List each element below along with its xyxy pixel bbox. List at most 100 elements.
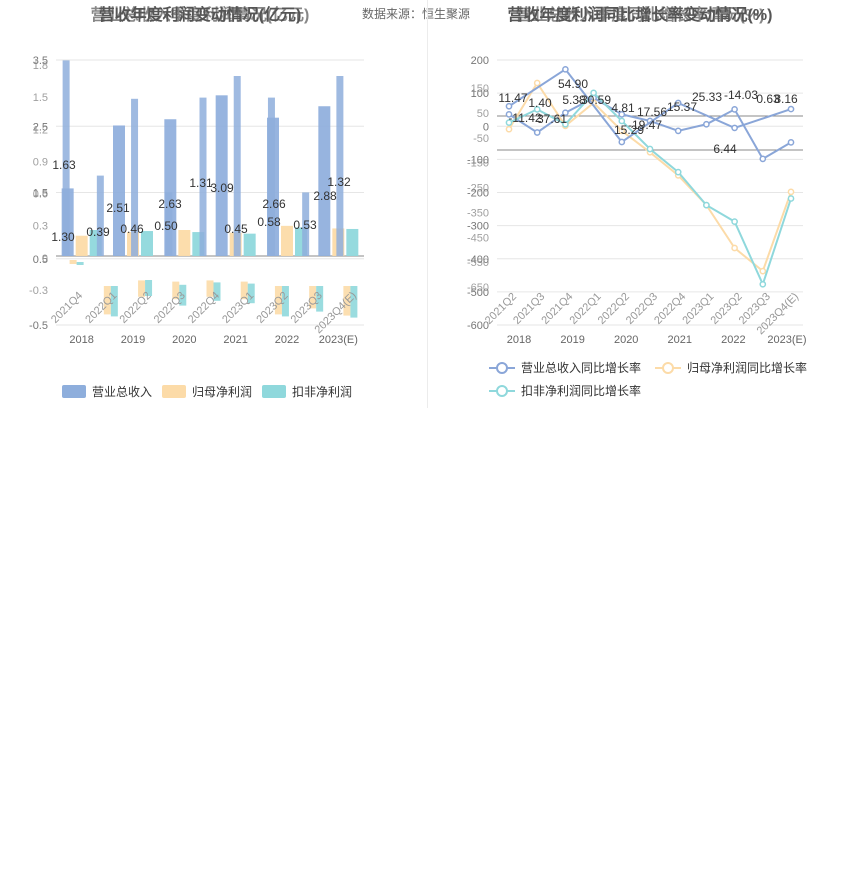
line-data-label: 15.29 bbox=[614, 123, 644, 137]
y-tick-label: 0.3 bbox=[33, 221, 48, 233]
x-tick-label-year: 2021 bbox=[223, 334, 247, 346]
data-source: 数据来源：恒生聚源 bbox=[362, 6, 470, 21]
y-tick-label: 100 bbox=[471, 88, 489, 100]
revenue-yoy-annual-line bbox=[508, 67, 792, 144]
y-tick-label: -0.3 bbox=[29, 285, 48, 297]
bar-revenue-annual bbox=[113, 125, 125, 256]
bar-data-label: 1.31 bbox=[189, 176, 213, 190]
legend-marker bbox=[496, 362, 508, 374]
y-tick-label: -300 bbox=[467, 221, 489, 233]
x-tick-label-year: 2022 bbox=[721, 334, 745, 346]
bar-revenue-quarterly bbox=[96, 175, 104, 256]
legend-swatch bbox=[162, 385, 186, 398]
bar-net-profit-quarterly bbox=[172, 281, 180, 300]
x-tick-label-year: 2020 bbox=[172, 334, 196, 346]
x-tick-label-quarter: 2021Q4 bbox=[49, 290, 85, 326]
bar-data-label: 2.63 bbox=[158, 197, 182, 211]
line-data-label: 37.61 bbox=[537, 112, 567, 126]
x-tick-label-quarter: 2022Q2 bbox=[118, 290, 154, 326]
line-data-label: -30.59 bbox=[577, 93, 611, 107]
bar-deducted-profit-quarterly bbox=[145, 280, 153, 296]
y-tick-label: -50 bbox=[473, 133, 489, 145]
bar-deducted-profit-quarterly bbox=[281, 286, 289, 317]
legend-label: 扣非净利润同比增长率 bbox=[521, 383, 641, 398]
bar-chart: 3.5 2.5 1.5 0.5 -0.5 1.8 1.5 1.2 0.9 0.6 0.3 0 -0.3 1… bbox=[29, 55, 364, 399]
x-tick-label-year: 2018 bbox=[69, 334, 93, 346]
deducted-profit-yoy-quarterly-point bbox=[533, 106, 541, 113]
y-tick-label: 0 bbox=[42, 253, 48, 265]
x-tick-label-quarter: 2022Q3 bbox=[152, 290, 188, 326]
net-profit-yoy-quarterly-point bbox=[533, 79, 541, 87]
legend-label: 归母净利润 bbox=[192, 385, 252, 399]
bar-data-label: 2.66 bbox=[262, 197, 286, 211]
legend-marker bbox=[662, 362, 674, 374]
x-tick-label-year: 2018 bbox=[507, 334, 531, 346]
revenue-yoy-annual-point bbox=[618, 138, 626, 146]
y-tick-label: 1.2 bbox=[33, 124, 48, 136]
legend-swatch bbox=[262, 385, 286, 398]
y-tick-label: 150 bbox=[471, 83, 489, 95]
line-data-label: 4.81 bbox=[611, 101, 635, 115]
bar-net-profit-quarterly bbox=[138, 280, 146, 297]
bar-net-profit-annual bbox=[75, 235, 88, 256]
y-tick-label: 50 bbox=[477, 108, 489, 120]
line-data-label: 1.40 bbox=[528, 96, 552, 110]
y-tick-label: 1.8 bbox=[33, 60, 48, 72]
x-tick-label-year: 2022 bbox=[275, 334, 299, 346]
bar-data-label: 0.50 bbox=[154, 219, 178, 233]
x-tick-label-year: 2020 bbox=[614, 334, 638, 346]
bar-net-profit-quarterly bbox=[103, 286, 111, 315]
x-tick-label-year: 2023(E) bbox=[767, 334, 806, 346]
left-chart-title-b: 营业总收入季度利润情况(亿元) bbox=[91, 5, 310, 24]
bar-revenue-quarterly bbox=[302, 192, 310, 256]
deducted-profit-yoy-quarterly-point bbox=[674, 168, 682, 176]
bar-revenue-annual bbox=[318, 106, 331, 257]
y-tick-label: -250 bbox=[467, 183, 489, 195]
bar-data-label: 0.45 bbox=[224, 222, 248, 236]
bar-data-label: 1.32 bbox=[327, 175, 351, 189]
net-profit-yoy-quarterly-point bbox=[618, 127, 626, 135]
y-tick-label: 0.5 bbox=[33, 254, 48, 266]
y-tick-label: 0 bbox=[483, 121, 489, 133]
x-tick-label-quarter: 2022Q4 bbox=[186, 290, 222, 326]
bar-net-profit-quarterly bbox=[240, 281, 248, 300]
bar-data-label: 1.30 bbox=[51, 230, 75, 244]
y-tick-label: 3.5 bbox=[33, 55, 48, 67]
line-chart: 200 100 0 -100 -200 -300 -400 -500 -600 150 50 -50 -… bbox=[467, 55, 807, 398]
y-tick-label: 200 bbox=[471, 55, 489, 67]
y-tick-label: -100 bbox=[467, 154, 489, 166]
line-data-label: -14.03 bbox=[724, 88, 758, 102]
legend-swatch bbox=[62, 385, 86, 398]
line-data-label: 17.56 bbox=[637, 105, 667, 119]
revenue-yoy-annual-point bbox=[787, 105, 795, 113]
x-tick-label-year: 2021 bbox=[668, 334, 692, 346]
line-data-label: 15.37 bbox=[667, 100, 697, 114]
bar-net-profit-quarterly bbox=[206, 280, 214, 297]
bar-net-profit-quarterly bbox=[274, 286, 282, 315]
deducted-profit-yoy-quarterly-point bbox=[731, 218, 738, 225]
deducted-profit-yoy-quarterly-point bbox=[505, 119, 513, 126]
right-chart-title-a: 营收年度利润同比增长率变动情况(%) bbox=[508, 5, 773, 24]
revenue-yoy-quarterly-point bbox=[505, 111, 513, 118]
bar-data-label: 0.58 bbox=[257, 215, 281, 229]
deducted-profit-yoy-quarterly-point bbox=[787, 195, 795, 202]
revenue-yoy-quarterly-point bbox=[533, 129, 541, 136]
y-tick-label: 1.5 bbox=[33, 92, 48, 104]
bar-data-label: 2.51 bbox=[106, 201, 130, 215]
y-tick-label: -550 bbox=[467, 257, 489, 269]
deducted-profit-yoy-quarterly-point bbox=[590, 89, 597, 97]
net-profit-yoy-quarterly-point bbox=[759, 267, 767, 275]
line-data-label: 6.44 bbox=[713, 142, 737, 156]
line-data-label: 54.90 bbox=[558, 77, 588, 91]
revenue-yoy-quarterly-point bbox=[618, 111, 626, 118]
bar-deducted-profit-annual bbox=[243, 233, 256, 256]
revenue-yoy-quarterly-point bbox=[759, 155, 767, 163]
bar-data-label: 1.63 bbox=[52, 158, 76, 172]
y-tick-label: -500 bbox=[467, 287, 489, 299]
bar-data-label: 2.88 bbox=[313, 189, 337, 203]
bar-revenue-annual bbox=[215, 95, 228, 256]
bar-net-profit-quarterly bbox=[69, 260, 77, 264]
bar-data-label: 0.53 bbox=[293, 218, 317, 232]
bar-deducted-profit-quarterly bbox=[179, 284, 187, 306]
x-tick-label-year: 2023(E) bbox=[319, 334, 358, 346]
